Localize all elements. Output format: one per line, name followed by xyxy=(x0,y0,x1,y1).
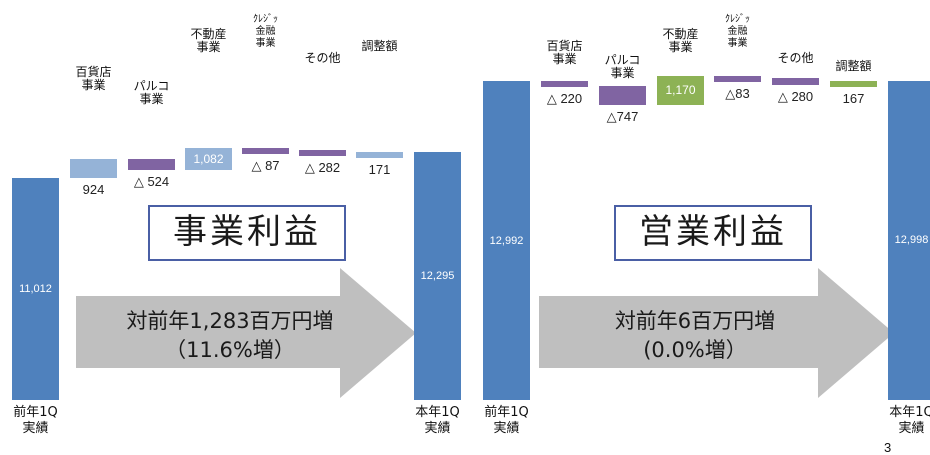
increase-arrow-left xyxy=(76,268,416,398)
category-label: パルコ 事業 xyxy=(604,53,641,80)
category-label: 不動産 事業 xyxy=(662,27,699,54)
bar-value-label: △ 280 xyxy=(777,88,814,104)
waterfall-bar xyxy=(185,148,232,170)
waterfall-bar xyxy=(772,78,819,85)
annotation-right-line1: 対前年6百万円増 xyxy=(614,309,776,333)
category-label: 百貨店 事業 xyxy=(75,65,112,92)
chart-title-operating-profit: 営業利益 xyxy=(614,205,812,261)
waterfall-bar xyxy=(599,86,646,105)
bar-value-label: △ 282 xyxy=(304,159,341,175)
bar-value-label: △83 xyxy=(725,86,750,102)
bar-value-label: 171 xyxy=(368,162,391,178)
category-label: 前年1Q 実績 xyxy=(13,405,58,436)
bar-value-label: △747 xyxy=(606,108,639,124)
bar-value-label: △ 524 xyxy=(133,173,170,189)
bar-value-label: 11,012 xyxy=(19,283,52,295)
category-label: ｸﾚｼﾞｯ 金融 事業 xyxy=(725,14,750,49)
category-label: 調整額 xyxy=(361,39,398,53)
category-label: 本年1Q 実績 xyxy=(415,405,460,436)
waterfall-bar xyxy=(541,81,588,87)
bar-value-label: 12,992 xyxy=(489,234,524,247)
increase-arrow-right xyxy=(539,268,894,398)
page-number: 3 xyxy=(884,440,892,455)
bar-value-label: 1,082 xyxy=(193,152,224,167)
category-label: その他 xyxy=(304,51,341,65)
waterfall-bar xyxy=(70,159,117,178)
annotation-left-line2: （11.6%増） xyxy=(165,338,295,362)
bar-value-label: △ 87 xyxy=(251,158,280,174)
waterfall-bar xyxy=(128,159,175,170)
waterfall-bar xyxy=(242,148,289,155)
waterfall-bar xyxy=(657,76,704,105)
bar-value-label: 924 xyxy=(82,182,105,197)
bar-value-label: 167 xyxy=(842,90,865,106)
waterfall-bar xyxy=(414,152,461,400)
annotation-right-line2: (0.0%増） xyxy=(643,338,747,362)
annotation-left-line1: 対前年1,283百万円増 xyxy=(126,309,334,333)
category-label: ｸﾚｼﾞｯ 金融 事業 xyxy=(253,14,278,49)
category-label: 本年1Q 実績 xyxy=(889,405,930,436)
category-label: 調整額 xyxy=(835,59,872,73)
bar-value-label: △ 220 xyxy=(546,91,583,106)
waterfall-bar xyxy=(12,178,59,400)
waterfall-bar xyxy=(483,81,530,400)
waterfall-bar xyxy=(714,76,761,83)
chart-title-business-profit: 事業利益 xyxy=(148,205,346,261)
category-label: 百貨店 事業 xyxy=(546,39,583,66)
category-label: 前年1Q 実績 xyxy=(484,405,529,436)
category-label: その他 xyxy=(777,51,814,65)
category-label: 不動産 事業 xyxy=(190,27,227,54)
waterfall-bar xyxy=(830,80,877,87)
waterfall-bar xyxy=(888,80,930,400)
waterfall-bar xyxy=(299,149,346,156)
category-label: パルコ 事業 xyxy=(133,79,170,106)
bar-value-label: 1,170 xyxy=(665,83,696,98)
waterfall-bar xyxy=(356,152,403,159)
bar-value-label: 12,998 xyxy=(894,234,929,247)
bar-value-label: 12,295 xyxy=(420,270,455,283)
